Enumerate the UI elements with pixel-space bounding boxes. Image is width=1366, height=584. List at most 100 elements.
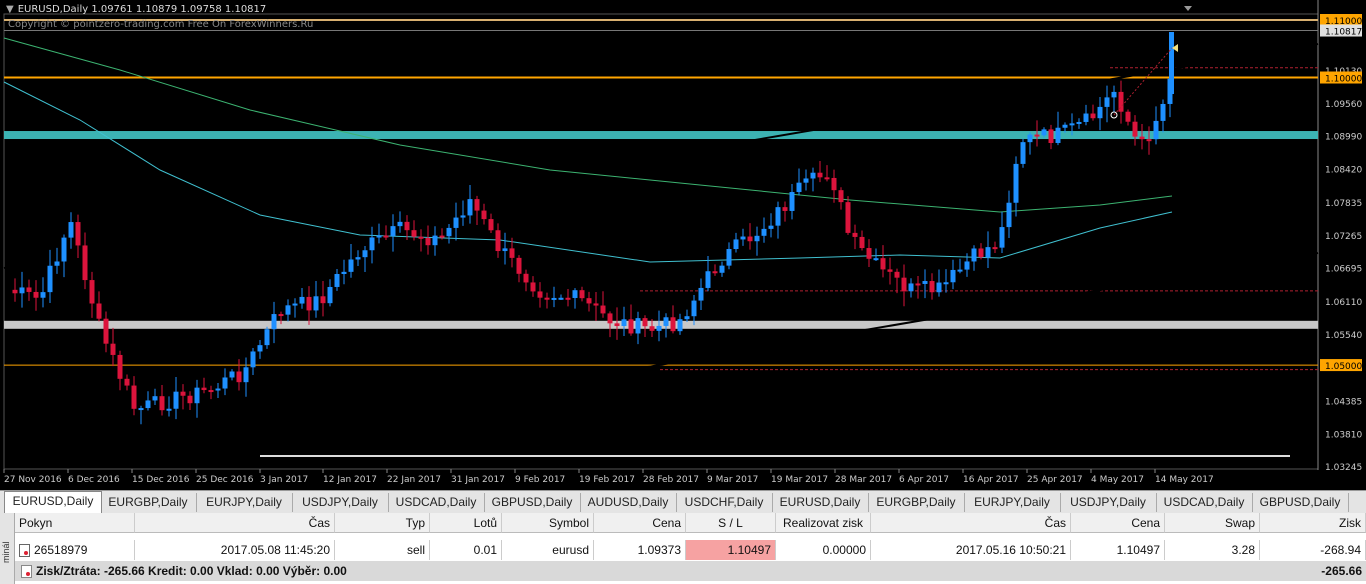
- chart-tab[interactable]: USDCAD,Daily: [388, 493, 485, 512]
- candle-body: [726, 249, 732, 266]
- chart-tab[interactable]: GBPUSD,Daily: [1252, 493, 1349, 512]
- chart-tab[interactable]: USDJPY,Daily: [292, 493, 389, 512]
- candle-body: [1006, 202, 1012, 228]
- candle-body: [47, 265, 53, 293]
- candle-body: [572, 290, 578, 298]
- date-label: 15 Dec 2016: [132, 475, 190, 485]
- col-header-lotu[interactable]: Lotů: [430, 513, 502, 533]
- chart-tab[interactable]: USDJPY,Daily: [1060, 493, 1157, 512]
- candle-body: [768, 225, 774, 229]
- col-header-cas2[interactable]: Čas: [871, 513, 1071, 533]
- order-swap: 3.28: [1165, 540, 1260, 560]
- date-label: 19 Feb 2017: [579, 475, 635, 485]
- candle-body: [194, 387, 200, 404]
- date-label: 28 Mar 2017: [835, 475, 892, 485]
- candle-body: [1083, 113, 1089, 122]
- candle-body: [782, 207, 788, 211]
- candle-body: [1048, 129, 1054, 143]
- candle-body: [222, 377, 228, 389]
- order-sl: 1.10497: [686, 540, 776, 560]
- terminal-side-text: minál: [1, 541, 11, 563]
- candle-body: [138, 408, 144, 411]
- order-cena2: 1.10497: [1071, 540, 1165, 560]
- candle-body: [299, 296, 305, 304]
- col-header-cena[interactable]: Cena: [594, 513, 686, 533]
- col-header-pokyn[interactable]: Pokyn: [15, 513, 135, 533]
- candle-body: [264, 329, 270, 346]
- candle-body: [341, 271, 347, 274]
- price-label: 1.05540: [1325, 331, 1362, 341]
- candle-body: [26, 287, 32, 292]
- date-label: 4 May 2017: [1091, 475, 1144, 485]
- col-header-realizovat[interactable]: Realizovat zisk: [776, 513, 871, 533]
- candle-body: [586, 298, 592, 304]
- date-label: 12 Jan 2017: [323, 475, 377, 485]
- candle-body: [761, 228, 767, 236]
- candle-body: [446, 227, 452, 237]
- candle-body: [1090, 113, 1096, 119]
- order-pokyn-cell: 26518979: [15, 540, 135, 560]
- terminal-side-label: minál: [0, 513, 15, 584]
- candle-body: [635, 318, 641, 334]
- candle-body: [992, 247, 998, 250]
- chart-tab[interactable]: USDCHF,Daily: [676, 493, 773, 512]
- date-label: 9 Mar 2017: [707, 475, 758, 485]
- chart-tab[interactable]: EURGBP,Daily: [100, 493, 197, 512]
- candle-body: [789, 192, 795, 211]
- candle-body: [411, 230, 417, 237]
- candle-body: [285, 305, 291, 315]
- price-chart[interactable]: 1.110001.108171.101301.100001.095601.089…: [0, 0, 1366, 490]
- candle-body: [537, 291, 543, 298]
- price-label: 1.07835: [1325, 199, 1362, 209]
- candle-body: [488, 219, 494, 231]
- col-header-cena2[interactable]: Cena: [1071, 513, 1165, 533]
- col-header-symbol[interactable]: Symbol: [502, 513, 594, 533]
- candle-body: [474, 199, 480, 211]
- chart-area[interactable]: 1.110001.108171.101301.100001.095601.089…: [0, 0, 1366, 490]
- candle-body: [1097, 106, 1103, 119]
- candle-body: [600, 305, 606, 314]
- chart-tab[interactable]: EURJPY,Daily: [196, 493, 293, 512]
- order-cas2: 2017.05.16 10:50:21: [871, 540, 1071, 560]
- col-header-sl[interactable]: S / L: [686, 513, 776, 533]
- col-header-typ[interactable]: Typ: [335, 513, 430, 533]
- candle-body: [110, 343, 116, 355]
- candle-body: [978, 248, 984, 258]
- chart-tab[interactable]: USDCAD,Daily: [1156, 493, 1253, 512]
- col-header-cas[interactable]: Čas: [135, 513, 335, 533]
- col-header-zisk[interactable]: Zisk: [1260, 513, 1366, 533]
- last-candle-body: [1169, 32, 1174, 94]
- candle-body: [467, 199, 473, 216]
- candle-body: [376, 235, 382, 238]
- summary-icon: [21, 565, 32, 579]
- chart-tab[interactable]: EURUSD,Daily: [4, 491, 102, 514]
- candle-body: [971, 248, 977, 262]
- order-symbol: eurusd: [502, 540, 594, 560]
- candle-body: [509, 248, 515, 258]
- order-row[interactable]: 26518979 2017.05.08 11:45:20 sell 0.01 e…: [15, 540, 1366, 560]
- candle-body: [383, 235, 389, 238]
- sell-arrow-icon: [1172, 44, 1178, 52]
- lower-channel-line: [164, 252, 1319, 450]
- candle-body: [502, 248, 508, 252]
- chart-tab[interactable]: GBPUSD,Daily: [484, 493, 581, 512]
- candle-body: [649, 326, 655, 331]
- candle-body: [859, 236, 865, 249]
- candle-body: [1139, 136, 1145, 140]
- date-label: 6 Apr 2017: [899, 475, 949, 485]
- trade-connector-line: [1113, 47, 1173, 116]
- summary-label: Zisk/Ztráta: -265.66 Kredit: 0.00 Vklad:…: [36, 564, 347, 578]
- candle-body: [852, 232, 858, 237]
- level-label-bg: [1320, 14, 1362, 26]
- chart-tab[interactable]: EURJPY,Daily: [964, 493, 1061, 512]
- chart-tab[interactable]: EURGBP,Daily: [868, 493, 965, 512]
- candle-body: [131, 385, 137, 409]
- candle-body: [1146, 139, 1152, 142]
- chart-tab[interactable]: AUDUSD,Daily: [580, 493, 677, 512]
- chart-tab[interactable]: EURUSD,Daily: [772, 493, 869, 512]
- col-header-swap[interactable]: Swap: [1165, 513, 1260, 533]
- chart-tabs-bar: EURUSD,Daily EURGBP,Daily EURJPY,Daily USDJ…: [0, 490, 1366, 514]
- chart-watermark: Copyright © pointzero-trading.com Free O…: [8, 19, 314, 30]
- candle-body: [754, 235, 760, 242]
- collapse-triangle-icon[interactable]: ▼: [6, 4, 14, 15]
